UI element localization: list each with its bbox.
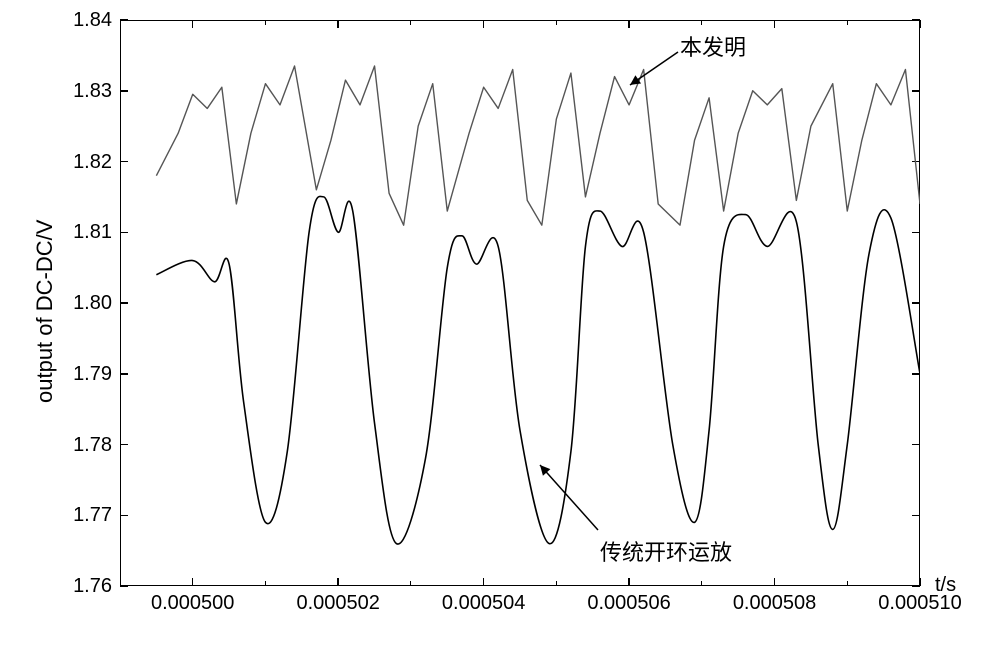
lower-arrow [0,0,1000,656]
